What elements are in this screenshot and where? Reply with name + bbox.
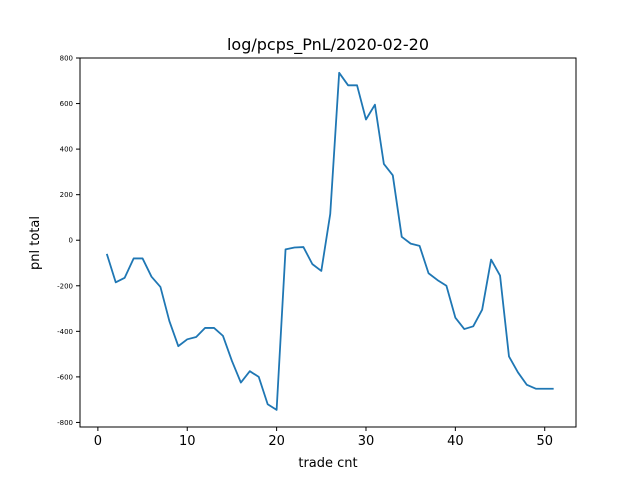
y-tick-label: -800 (57, 419, 73, 427)
y-tick-label: 400 (60, 146, 73, 154)
y-tick-label: 800 (60, 55, 73, 63)
y-tick-label: -600 (57, 373, 73, 381)
x-tick-label: 40 (447, 434, 464, 449)
x-tick-label: 10 (179, 434, 196, 449)
plot-area (105, 71, 554, 411)
series-line (105, 71, 554, 411)
plot-frame (79, 57, 577, 428)
y-tick-label: 600 (60, 100, 73, 108)
y-tick-label: 200 (60, 191, 73, 199)
chart-title: log/pcps_PnL/2020-02-20 (227, 35, 429, 55)
x-tick-label: 20 (268, 434, 285, 449)
x-tick-label: 30 (358, 434, 375, 449)
y-tick-label: -200 (57, 282, 73, 290)
x-tick-label: 0 (94, 434, 102, 449)
y-tick-label: -400 (57, 328, 73, 336)
x-tick-label: 50 (536, 434, 553, 449)
x-axis-label: trade cnt (298, 456, 357, 471)
y-axis-label: pnl total (28, 216, 43, 270)
y-tick-label: 0 (69, 237, 73, 245)
